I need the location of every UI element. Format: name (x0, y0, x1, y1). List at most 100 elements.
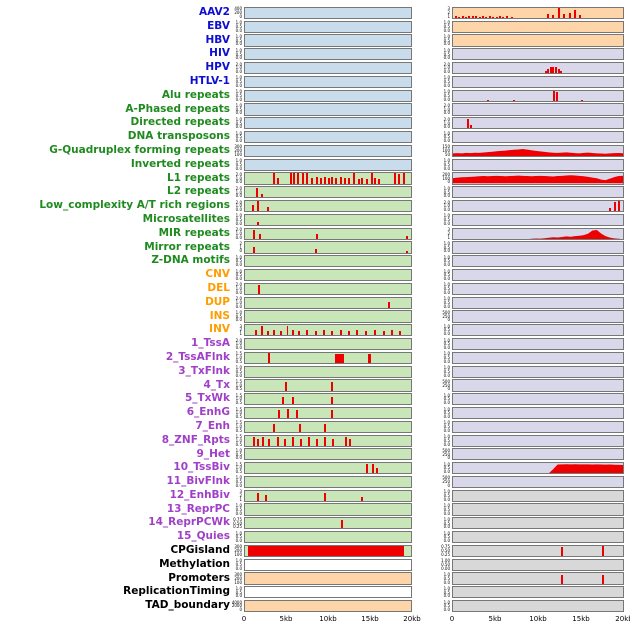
right-track-panel (452, 365, 624, 378)
y-tick-label: 200 (234, 548, 242, 554)
y-tick-label: 1.0 (235, 437, 242, 443)
y-tick-label: 1.0 (235, 254, 242, 260)
signal-bar (306, 173, 309, 184)
left-track-panel (244, 268, 412, 282)
signal-bar (560, 71, 563, 74)
y-tick-label: 1.0 (443, 461, 450, 467)
y-tick-label: 0.5 (443, 575, 450, 581)
y-axis-ticks: 2.0 1.0 0.0 (230, 200, 244, 212)
y-tick-label: 1.0 (443, 503, 450, 509)
right-track-panel (452, 544, 624, 558)
signal-bar (258, 284, 261, 294)
y-tick-label: 1.0 (235, 116, 242, 122)
y-axis-ticks: 500 250 0 (438, 449, 452, 460)
track-label: MIR repeats (158, 226, 230, 239)
signal-bar (298, 330, 301, 336)
y-tick-label: 4000 (231, 599, 242, 605)
left-track-panel (244, 186, 412, 199)
y-tick-label: 1.0 (443, 323, 450, 329)
signal-bar (259, 234, 262, 239)
y-tick-label: 0.0 (235, 482, 242, 488)
y-axis-ticks: 1.0 0.5 0.0 (230, 366, 244, 377)
signal-bar (339, 177, 342, 184)
y-tick-label: 0.0 (443, 207, 450, 213)
signal-bar (366, 463, 369, 474)
signal-bar (467, 119, 470, 129)
y-tick-label: 300 (234, 572, 242, 578)
signal-bar (255, 188, 258, 198)
signal-bar (357, 178, 360, 184)
y-tick-label: 3 (239, 489, 242, 495)
y-tick-label: 0.5 (235, 313, 242, 319)
signal-bar (601, 575, 604, 584)
y-tick-label: 0.5 (235, 37, 242, 43)
signal-bar (256, 493, 259, 501)
signal-bar (406, 235, 408, 239)
left-track-panel (244, 172, 412, 185)
left-track-panel (244, 61, 412, 75)
signal-bar (488, 15, 491, 18)
y-tick-label: 0.5 (235, 161, 242, 167)
y-tick-label: 100 (234, 579, 242, 585)
signal-bar (495, 16, 498, 18)
right-track-panel (452, 186, 624, 199)
y-tick-label: 0.0 (443, 400, 450, 406)
y-axis-ticks: 1.0 0.5 0.0 (438, 338, 452, 350)
track-label: DEL (207, 281, 230, 294)
track-label: Promoters (168, 571, 230, 584)
y-tick-label: 100 (442, 148, 450, 154)
y-axis-ticks: 150 100 50 (438, 145, 452, 156)
left-track-panel (244, 489, 412, 502)
left-track-panel (244, 89, 412, 102)
signal-bar (260, 193, 263, 198)
signal-bar (555, 92, 558, 101)
y-tick-label: 0.5 (235, 400, 242, 406)
y-tick-label: 0.0 (443, 358, 450, 364)
y-axis-ticks: 1.0 0.5 0.0 (230, 476, 244, 487)
right-track-panel (452, 6, 624, 19)
y-tick-label: 0.5 (235, 589, 242, 595)
right-track-panel (452, 61, 624, 75)
right-track-panel (452, 296, 624, 309)
left-track-panel (244, 103, 412, 116)
right-track-panel (452, 462, 624, 475)
y-tick-label: 1.0 (235, 75, 242, 81)
right-track-panel (452, 144, 624, 157)
y-tick-label: 0.0 (443, 414, 450, 419)
y-tick-label: 400 (234, 6, 242, 12)
left-track-panel (244, 586, 412, 599)
y-tick-label: 0.5 (443, 217, 450, 223)
signal-bar (601, 546, 604, 557)
right-track-panel (452, 199, 624, 213)
y-axis-ticks: 1.00 0.50 0.00 (438, 559, 452, 570)
y-axis-ticks: 1.0 0.5 0.0 (230, 35, 244, 46)
signal-bar (348, 438, 351, 446)
signal-bar (364, 330, 367, 336)
right-track-panel (452, 34, 624, 47)
left-track-panel (244, 351, 412, 364)
x-axis-right: 0 5kb 10kb 15kb 20kb (450, 613, 630, 627)
signal-bar (361, 178, 364, 184)
right-track-panel (452, 130, 624, 144)
y-axis-ticks: 1.0 0.5 0.0 (230, 49, 244, 60)
y-axis-ticks: 1.0 0.5 0.0 (230, 531, 244, 543)
signal-bar (560, 575, 563, 584)
y-tick-label: 1.00 (441, 558, 450, 564)
signal-bar (276, 437, 279, 446)
signal-bar (568, 13, 571, 18)
track-label: CNV (205, 268, 230, 281)
y-tick-label: 0.0 (443, 524, 450, 530)
signal-bar (505, 16, 508, 18)
y-tick-label: 1.0 (235, 158, 242, 164)
y-tick-label: 100 (442, 175, 450, 181)
y-axis-ticks: 1.0 0.5 0.0 (230, 311, 244, 322)
track-row: AAV2 400 200 0 3 2 1 (2, 6, 630, 20)
y-tick-label: 0.5 (235, 106, 242, 112)
y-tick-label: 0.0 (235, 138, 242, 144)
y-tick-label: 0.0 (235, 69, 242, 75)
y-tick-label: 1.0 (443, 75, 450, 81)
signal-bar (347, 330, 350, 336)
y-tick-label: 0.5 (443, 258, 450, 264)
left-track-panel (244, 282, 412, 295)
